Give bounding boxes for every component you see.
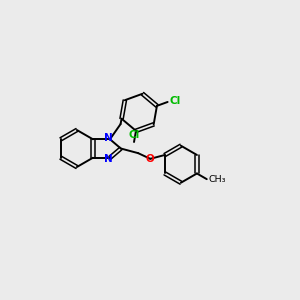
Text: O: O: [146, 154, 155, 164]
Text: N: N: [104, 154, 113, 164]
Text: Cl: Cl: [128, 130, 140, 140]
Text: Cl: Cl: [170, 96, 181, 106]
Text: N: N: [104, 133, 113, 143]
Text: CH₃: CH₃: [208, 175, 226, 184]
